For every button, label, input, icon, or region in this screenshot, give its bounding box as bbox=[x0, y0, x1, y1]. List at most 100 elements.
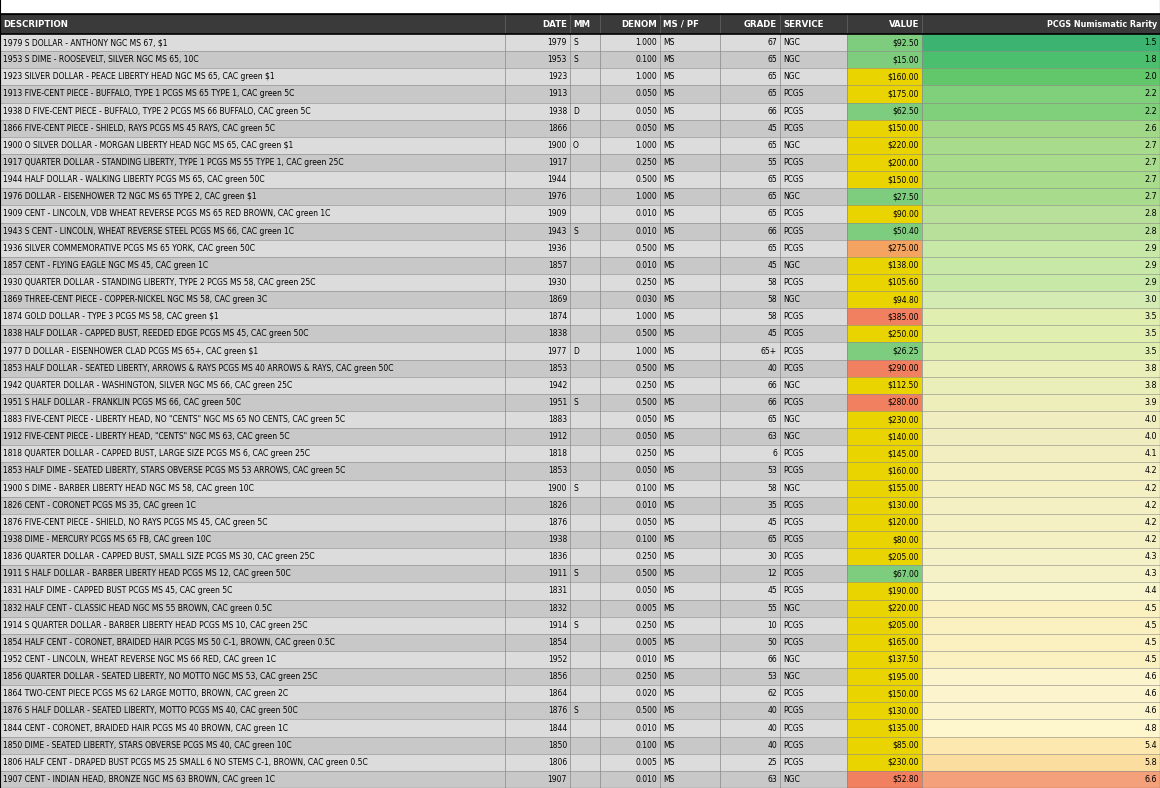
Text: 66: 66 bbox=[767, 381, 777, 390]
Text: 3.8: 3.8 bbox=[1145, 381, 1157, 390]
Text: MS: MS bbox=[664, 552, 674, 561]
Text: MS: MS bbox=[664, 690, 674, 698]
Text: $230.00: $230.00 bbox=[887, 758, 919, 767]
Text: 6: 6 bbox=[773, 449, 777, 459]
Text: 55: 55 bbox=[767, 604, 777, 612]
Text: 0.100: 0.100 bbox=[636, 484, 657, 492]
Text: NGC: NGC bbox=[783, 604, 800, 612]
Text: 2.2: 2.2 bbox=[1144, 90, 1157, 98]
Text: 65: 65 bbox=[767, 141, 777, 150]
Text: 30: 30 bbox=[767, 552, 777, 561]
Text: 35: 35 bbox=[767, 500, 777, 510]
Text: 1832 HALF CENT - CLASSIC HEAD NGC MS 55 BROWN, CAC green 0.5C: 1832 HALF CENT - CLASSIC HEAD NGC MS 55 … bbox=[3, 604, 271, 612]
Text: $200.00: $200.00 bbox=[887, 158, 919, 167]
Text: $190.00: $190.00 bbox=[887, 586, 919, 596]
Text: 4.5: 4.5 bbox=[1145, 637, 1157, 647]
Text: MM: MM bbox=[573, 20, 590, 28]
Text: MS: MS bbox=[664, 38, 674, 47]
Text: S: S bbox=[573, 398, 578, 407]
Text: 1853 HALF DIME - SEATED LIBERTY, STARS OBVERSE PCGS MS 53 ARROWS, CAC green 5C: 1853 HALF DIME - SEATED LIBERTY, STARS O… bbox=[3, 466, 346, 475]
Bar bbox=[0, 85, 1160, 102]
Bar bbox=[847, 240, 922, 257]
Text: $160.00: $160.00 bbox=[887, 72, 919, 81]
Text: PCGS: PCGS bbox=[783, 227, 804, 236]
Text: 0.050: 0.050 bbox=[636, 466, 657, 475]
Text: 1876: 1876 bbox=[548, 706, 567, 716]
Text: MS: MS bbox=[664, 312, 674, 322]
Bar bbox=[847, 634, 922, 651]
Text: 1876: 1876 bbox=[548, 518, 567, 527]
Text: $160.00: $160.00 bbox=[887, 466, 919, 475]
Text: 1907 CENT - INDIAN HEAD, BRONZE NGC MS 63 BROWN, CAC green 1C: 1907 CENT - INDIAN HEAD, BRONZE NGC MS 6… bbox=[3, 775, 275, 784]
Text: PCGS: PCGS bbox=[783, 278, 804, 287]
Text: 1900 S DIME - BARBER LIBERTY HEAD NGC MS 58, CAC green 10C: 1900 S DIME - BARBER LIBERTY HEAD NGC MS… bbox=[3, 484, 254, 492]
Bar bbox=[847, 188, 922, 206]
Text: 4.2: 4.2 bbox=[1145, 484, 1157, 492]
Text: 1979: 1979 bbox=[548, 38, 567, 47]
Text: NGC: NGC bbox=[783, 655, 800, 664]
Text: MS: MS bbox=[664, 500, 674, 510]
Bar bbox=[847, 359, 922, 377]
Text: 1942: 1942 bbox=[548, 381, 567, 390]
Text: 0.250: 0.250 bbox=[636, 621, 657, 630]
Bar bbox=[847, 343, 922, 359]
Text: 0.250: 0.250 bbox=[636, 552, 657, 561]
Bar bbox=[922, 411, 1160, 428]
Text: 1853 HALF DOLLAR - SEATED LIBERTY, ARROWS & RAYS PCGS MS 40 ARROWS & RAYS, CAC g: 1853 HALF DOLLAR - SEATED LIBERTY, ARROW… bbox=[3, 363, 393, 373]
Text: 4.2: 4.2 bbox=[1145, 518, 1157, 527]
Text: 66: 66 bbox=[767, 227, 777, 236]
Text: 65: 65 bbox=[767, 55, 777, 64]
Text: PCGS: PCGS bbox=[783, 723, 804, 733]
Text: 4.3: 4.3 bbox=[1145, 569, 1157, 578]
Text: GRADE: GRADE bbox=[744, 20, 777, 28]
Text: $15.00: $15.00 bbox=[892, 55, 919, 64]
Text: 1911: 1911 bbox=[548, 569, 567, 578]
Bar bbox=[922, 325, 1160, 343]
Text: 65: 65 bbox=[767, 192, 777, 201]
Text: $220.00: $220.00 bbox=[887, 604, 919, 612]
Bar bbox=[847, 531, 922, 548]
Text: 0.100: 0.100 bbox=[636, 55, 657, 64]
Text: 0.050: 0.050 bbox=[636, 586, 657, 596]
Text: O: O bbox=[573, 141, 579, 150]
Text: MS: MS bbox=[664, 449, 674, 459]
Text: 0.100: 0.100 bbox=[636, 741, 657, 749]
Bar bbox=[922, 754, 1160, 771]
Bar bbox=[922, 565, 1160, 582]
Text: MS: MS bbox=[664, 586, 674, 596]
Text: 1856: 1856 bbox=[548, 672, 567, 681]
Text: 40: 40 bbox=[767, 741, 777, 749]
Bar bbox=[922, 737, 1160, 754]
Bar bbox=[0, 222, 1160, 240]
Bar bbox=[847, 686, 922, 702]
Text: 1850 DIME - SEATED LIBERTY, STARS OBVERSE PCGS MS 40, CAC green 10C: 1850 DIME - SEATED LIBERTY, STARS OBVERS… bbox=[3, 741, 291, 749]
Text: 1869 THREE-CENT PIECE - COPPER-NICKEL NGC MS 58, CAC green 3C: 1869 THREE-CENT PIECE - COPPER-NICKEL NG… bbox=[3, 296, 267, 304]
Bar bbox=[922, 719, 1160, 737]
Bar bbox=[847, 51, 922, 69]
Text: $90.00: $90.00 bbox=[892, 210, 919, 218]
Bar bbox=[922, 651, 1160, 668]
Bar bbox=[922, 240, 1160, 257]
Text: PCGS: PCGS bbox=[783, 398, 804, 407]
Text: 66: 66 bbox=[767, 398, 777, 407]
Bar bbox=[922, 394, 1160, 411]
Bar bbox=[922, 771, 1160, 788]
Text: 66: 66 bbox=[767, 655, 777, 664]
Text: S: S bbox=[573, 569, 578, 578]
Text: $275.00: $275.00 bbox=[887, 243, 919, 253]
Bar bbox=[922, 69, 1160, 85]
Text: SERVICE: SERVICE bbox=[783, 20, 824, 28]
Text: 66: 66 bbox=[767, 106, 777, 116]
Bar bbox=[0, 308, 1160, 325]
Text: 4.5: 4.5 bbox=[1145, 655, 1157, 664]
Text: PCGS: PCGS bbox=[783, 535, 804, 544]
Text: 1944: 1944 bbox=[548, 175, 567, 184]
Text: MS: MS bbox=[664, 569, 674, 578]
Text: 1911 S HALF DOLLAR - BARBER LIBERTY HEAD PCGS MS 12, CAC green 50C: 1911 S HALF DOLLAR - BARBER LIBERTY HEAD… bbox=[3, 569, 291, 578]
Bar bbox=[0, 14, 1160, 34]
Bar bbox=[922, 120, 1160, 137]
Text: $67.00: $67.00 bbox=[892, 569, 919, 578]
Text: 3.5: 3.5 bbox=[1145, 347, 1157, 355]
Text: 6.6: 6.6 bbox=[1145, 775, 1157, 784]
Text: PCGS: PCGS bbox=[783, 758, 804, 767]
